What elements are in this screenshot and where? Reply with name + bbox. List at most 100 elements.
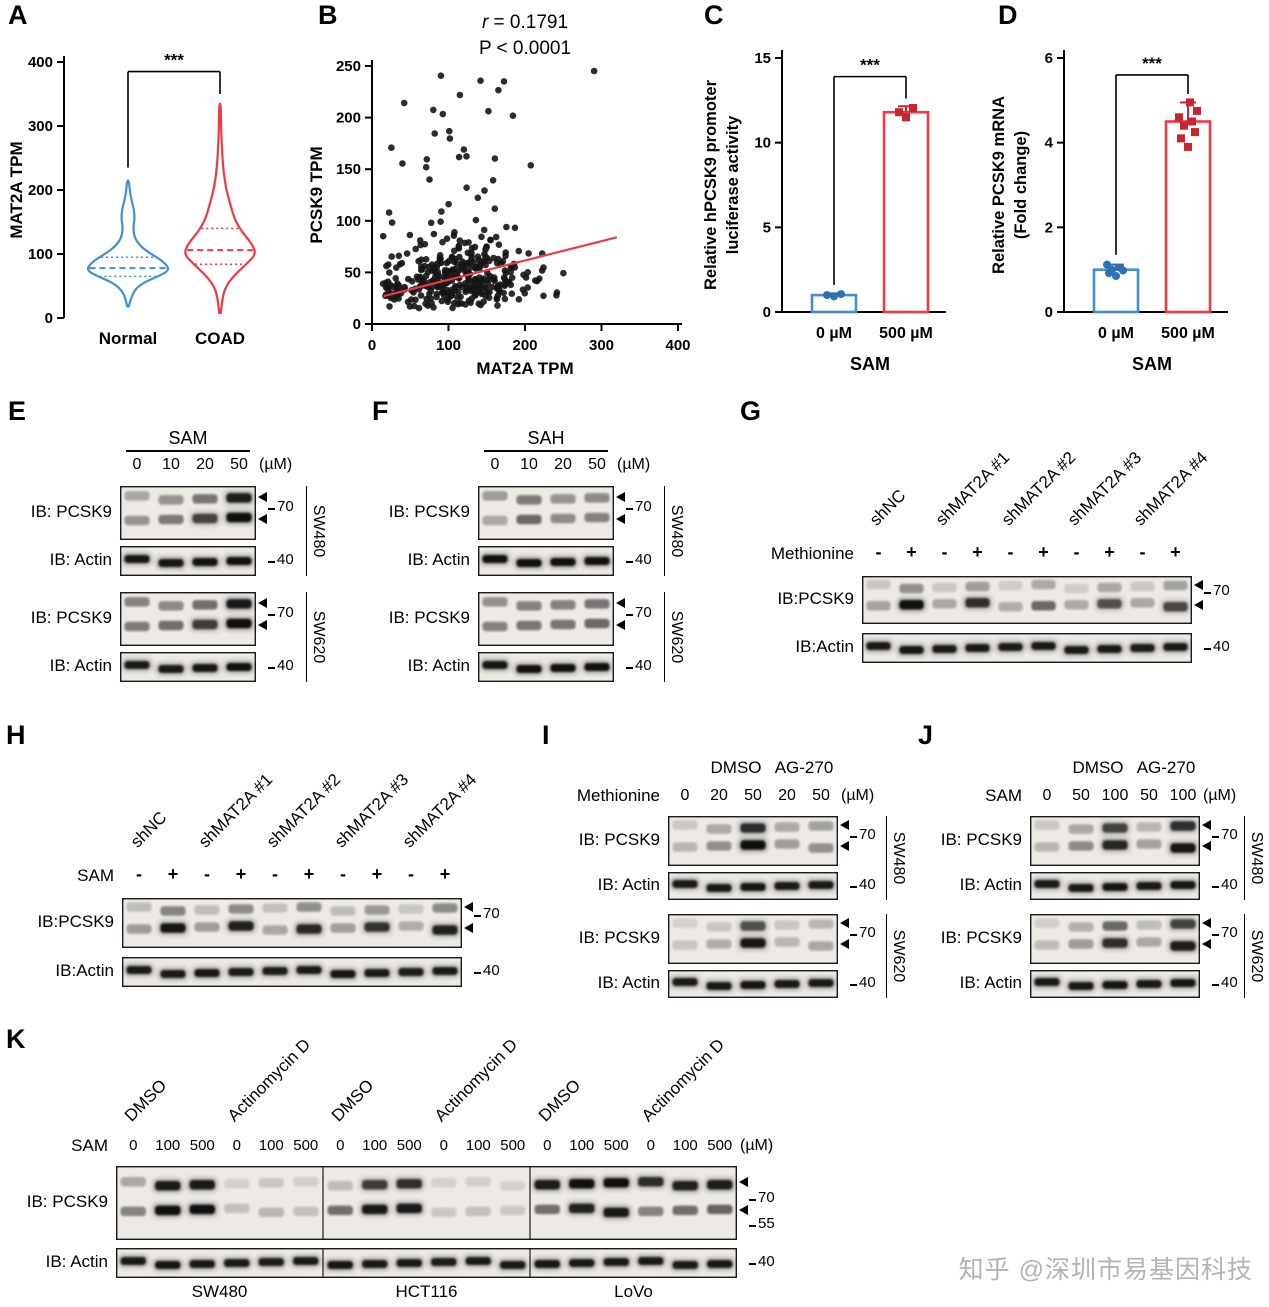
dose-label: 20 — [196, 456, 214, 473]
blot-band — [398, 921, 424, 931]
blot-band — [998, 602, 1023, 612]
blot-band — [774, 822, 800, 832]
band-arrow — [1202, 841, 1211, 851]
data-point — [509, 112, 517, 119]
blot-band — [672, 842, 698, 852]
y-tick-label: 10 — [754, 135, 771, 152]
pvalue-annotation: P < 0.0001 — [479, 38, 571, 59]
data-point — [485, 107, 492, 115]
condition-label: SAM — [985, 786, 1022, 805]
blot-row-label: IB: Actin — [597, 875, 660, 894]
data-point — [446, 127, 453, 135]
data-point — [476, 287, 483, 295]
blot-row-label: IB: Actin — [959, 973, 1022, 992]
data-point — [385, 209, 393, 216]
blot-band — [194, 905, 220, 915]
blot-band — [228, 968, 254, 976]
blot-band — [672, 940, 698, 950]
y-tick-label: 6 — [1045, 50, 1053, 67]
blot-band — [899, 583, 924, 594]
data-point — [521, 290, 529, 297]
blot-box — [1030, 970, 1200, 998]
condition-value: 100 — [465, 1137, 491, 1154]
data-point — [434, 260, 441, 267]
violin-outline — [184, 102, 256, 314]
data-point — [457, 293, 464, 301]
blot-band — [1163, 643, 1188, 651]
blot-band — [1170, 919, 1196, 929]
data-point — [478, 278, 486, 286]
blot-band — [226, 493, 252, 503]
data-point — [471, 243, 479, 251]
blot-row-label: IB: Actin — [45, 1252, 108, 1271]
blot-band — [707, 1204, 733, 1215]
dose-label: 50 — [230, 456, 248, 473]
data-point — [438, 297, 446, 305]
data-point — [434, 283, 441, 291]
x-tick-label: 100 — [436, 337, 461, 354]
data-point — [590, 67, 598, 75]
panel-c: C 0 5 10 15 Relative hPCSK9 promoter lucifera… — [694, 2, 980, 394]
blot-band — [224, 1203, 250, 1214]
blot-band — [638, 1257, 664, 1265]
scatter-chart-svg: 0 100 200 300 400 0 50 100 150 200 250 MAT2A TPM PCS… — [307, 12, 691, 378]
blot-band — [296, 966, 322, 974]
condition-value: 0 — [646, 1137, 655, 1154]
mw-marker: 55 — [758, 1215, 775, 1233]
bar-chart-svg: 0 5 10 15 Relative hPCSK9 promoter luciferase… — [702, 50, 946, 374]
condition-value: 50 — [1140, 787, 1158, 804]
cellline-bracket — [1244, 914, 1245, 998]
blot-band — [774, 937, 800, 947]
blot-row-label: IB:Actin — [795, 637, 854, 656]
marker-tick — [268, 667, 275, 669]
blot-band — [262, 903, 288, 913]
blot-band — [672, 918, 698, 928]
condition-value: 100 — [155, 1137, 181, 1154]
treatment-title: SAH — [484, 428, 608, 452]
blot-band — [774, 980, 800, 988]
blot-band — [500, 1205, 526, 1216]
data-point — [823, 291, 831, 300]
blot-band — [482, 491, 508, 501]
blot-band — [965, 598, 990, 608]
blot-band — [932, 599, 957, 609]
condition-value: + — [906, 542, 917, 562]
cellline-bracket — [306, 592, 307, 682]
panel-b: B 0 100 200 300 400 0 50 100 150 200 250 MAT2A TPM P… — [302, 2, 692, 394]
marker-tick — [268, 507, 275, 510]
blot-band — [1102, 840, 1128, 850]
blot-band — [1136, 980, 1162, 988]
data-point — [438, 208, 445, 215]
data-point — [471, 291, 478, 298]
cellline-bracket — [886, 914, 887, 998]
blot-band — [1170, 843, 1196, 853]
blot-band — [706, 824, 732, 834]
dose-label: 50 — [588, 456, 606, 473]
blot-band — [1034, 978, 1060, 986]
data-point — [494, 282, 502, 290]
blot-band — [296, 924, 322, 934]
blot-row-label: IB: PCSK9 — [26, 1192, 108, 1211]
blot-box — [122, 957, 462, 987]
blot-band — [706, 939, 732, 949]
band-arrow — [464, 923, 473, 933]
condition-value: + — [1104, 542, 1115, 562]
blot-band — [706, 884, 732, 892]
data-point — [511, 224, 519, 232]
blot-band — [158, 559, 184, 567]
data-point — [491, 155, 499, 162]
blot-band — [584, 663, 610, 671]
band-arrow — [840, 918, 849, 928]
mw-marker: 40 — [635, 657, 652, 674]
blot-band — [1068, 922, 1094, 932]
y-tick-label: 300 — [28, 118, 53, 135]
blot-box — [478, 546, 614, 576]
blot-box — [1030, 914, 1200, 964]
blot-band — [1102, 823, 1128, 833]
data-point — [430, 230, 438, 238]
condition-value: 50 — [812, 787, 830, 804]
y-tick-label: 5 — [763, 219, 771, 236]
blot-band — [1102, 921, 1128, 931]
data-point — [439, 238, 446, 246]
